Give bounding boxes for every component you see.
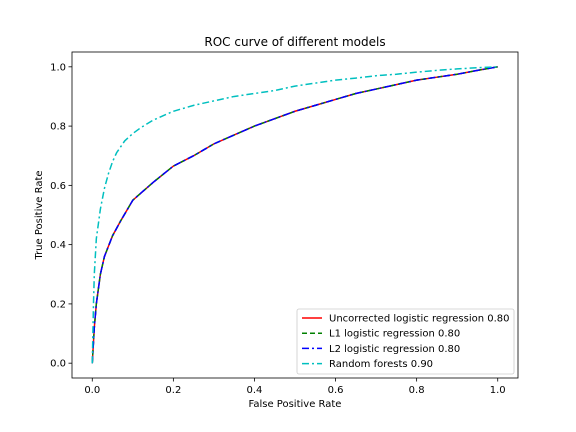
legend: Uncorrected logistic regression 0.80 L1 l… [296,308,515,375]
legend-box [296,308,515,375]
series-group [91,66,498,364]
x-tick-label: 0.2 [165,385,181,396]
chart-title: ROC curve of different models [204,35,385,49]
y-tick-label: 0.0 [50,359,66,370]
y-tick-label: 1.0 [50,62,66,73]
x-tick-label: 0.0 [84,385,100,396]
x-axis-label: False Positive Rate [249,399,342,410]
y-tick-label: 0.8 [50,122,66,133]
legend-label: Random forests 0.90 [329,359,433,370]
legend-label: L1 logistic regression 0.80 [329,329,460,340]
y-tick-label: 0.2 [50,299,66,310]
ticks-group: 0.0 0.2 0.4 0.6 0.8 1.0 0.0 0.2 0.4 0.6 0.8 1.0 [50,62,506,396]
series-line-4 [91,66,498,364]
series-line-3 [91,66,498,364]
legend-label: Uncorrected logistic regression 0.80 [329,314,510,325]
x-tick-label: 0.8 [409,385,425,396]
y-axis-label: True Positive Rate [34,170,45,260]
legend-label: L2 logistic regression 0.80 [329,344,460,355]
x-tick-label: 0.4 [247,385,263,396]
plot-area [71,51,519,379]
y-tick-label: 0.6 [50,181,66,192]
axes-frame [71,51,519,379]
x-tick-label: 0.6 [328,385,344,396]
x-tick-label: 1.0 [490,385,506,396]
y-tick-label: 0.4 [50,240,66,251]
